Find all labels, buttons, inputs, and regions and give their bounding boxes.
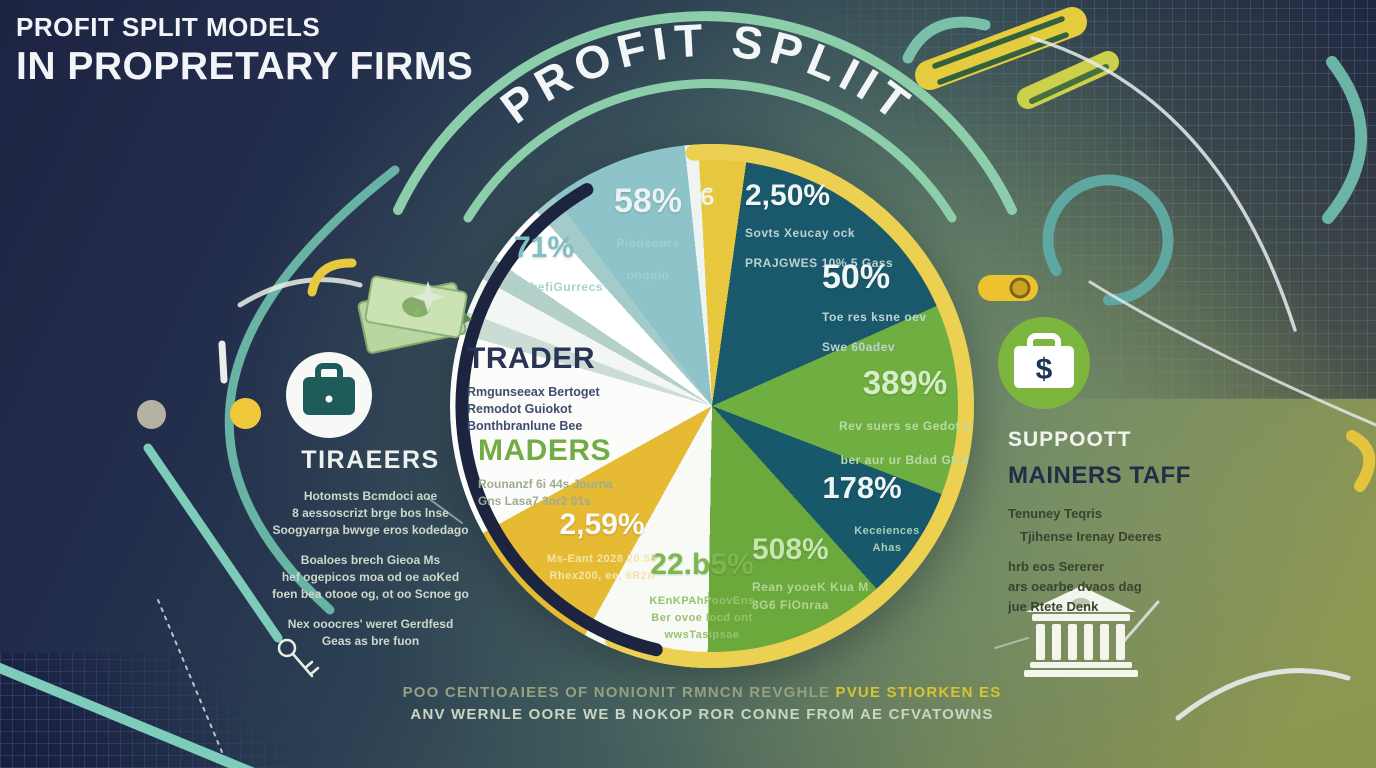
footer-caption: POO CENTIOAIEES OF NONIONIT RMNCN REVGHL… [382, 684, 1022, 723]
pie-label-58: 58% Piodeours onquio [613, 182, 683, 283]
pie-label-2-59: 2,59% Ms-Eant 2028 20.55 Rhex200, ee, 6R… [547, 508, 657, 582]
support-column: SUPPOOTT MAINERS TAFF Tenuney Teqris Tji… [1008, 428, 1191, 614]
pie-label-71: 71% W-befiGurrecs [514, 231, 603, 294]
pie-label-22-5: 22.b5% KEnKPAhPoovEns Ber ovoe Iocd ont … [649, 548, 755, 641]
pie-label-50-bottom: 508% Rean yooeK Kua M 8G6 FiOnraa [752, 533, 869, 613]
pie-glyph: ϐ [700, 184, 715, 211]
caption-line1-yellow: PVUE STIORKEN ES [835, 684, 1002, 701]
dot-yellow [230, 398, 261, 429]
support-heading: SUPPOOTT [1008, 428, 1132, 451]
trader-block: TRADER Rmgunseeax Bertoget Remodot Guiok… [467, 342, 600, 433]
title-line-1: PROFIT SPLIT MODELS [16, 12, 321, 42]
mainers-taff-heading: MAINERS TAFF [1008, 462, 1191, 489]
grid-pattern-bottom-left [0, 652, 317, 768]
pie-label-38: 389% Rev suers se Gedot e ber aur ur Bda… [838, 364, 972, 468]
title-line-2: IN PROPRETARY FIRMS [16, 45, 474, 88]
caption-line2: ANV WERNLE OORE WE B NOKOP ROR CONNE FRO… [410, 706, 994, 723]
traders-heading: TIRAEERS [301, 446, 440, 474]
traders-column: TIRAEERS Hotomsts Bcmdoci aoe 8 aessoscr… [228, 446, 513, 650]
dot-grey [137, 400, 166, 429]
page-title: PROFIT SPLIT MODELS IN PROPRETARY FIRMS [16, 12, 473, 89]
caption-line1-grey: POO CENTIOAIEES OF NONIONIT RMNCN REVGHL… [402, 684, 836, 701]
pie-label-50-top: 50% Toe res ksne oev Swe 60adev [822, 258, 927, 355]
